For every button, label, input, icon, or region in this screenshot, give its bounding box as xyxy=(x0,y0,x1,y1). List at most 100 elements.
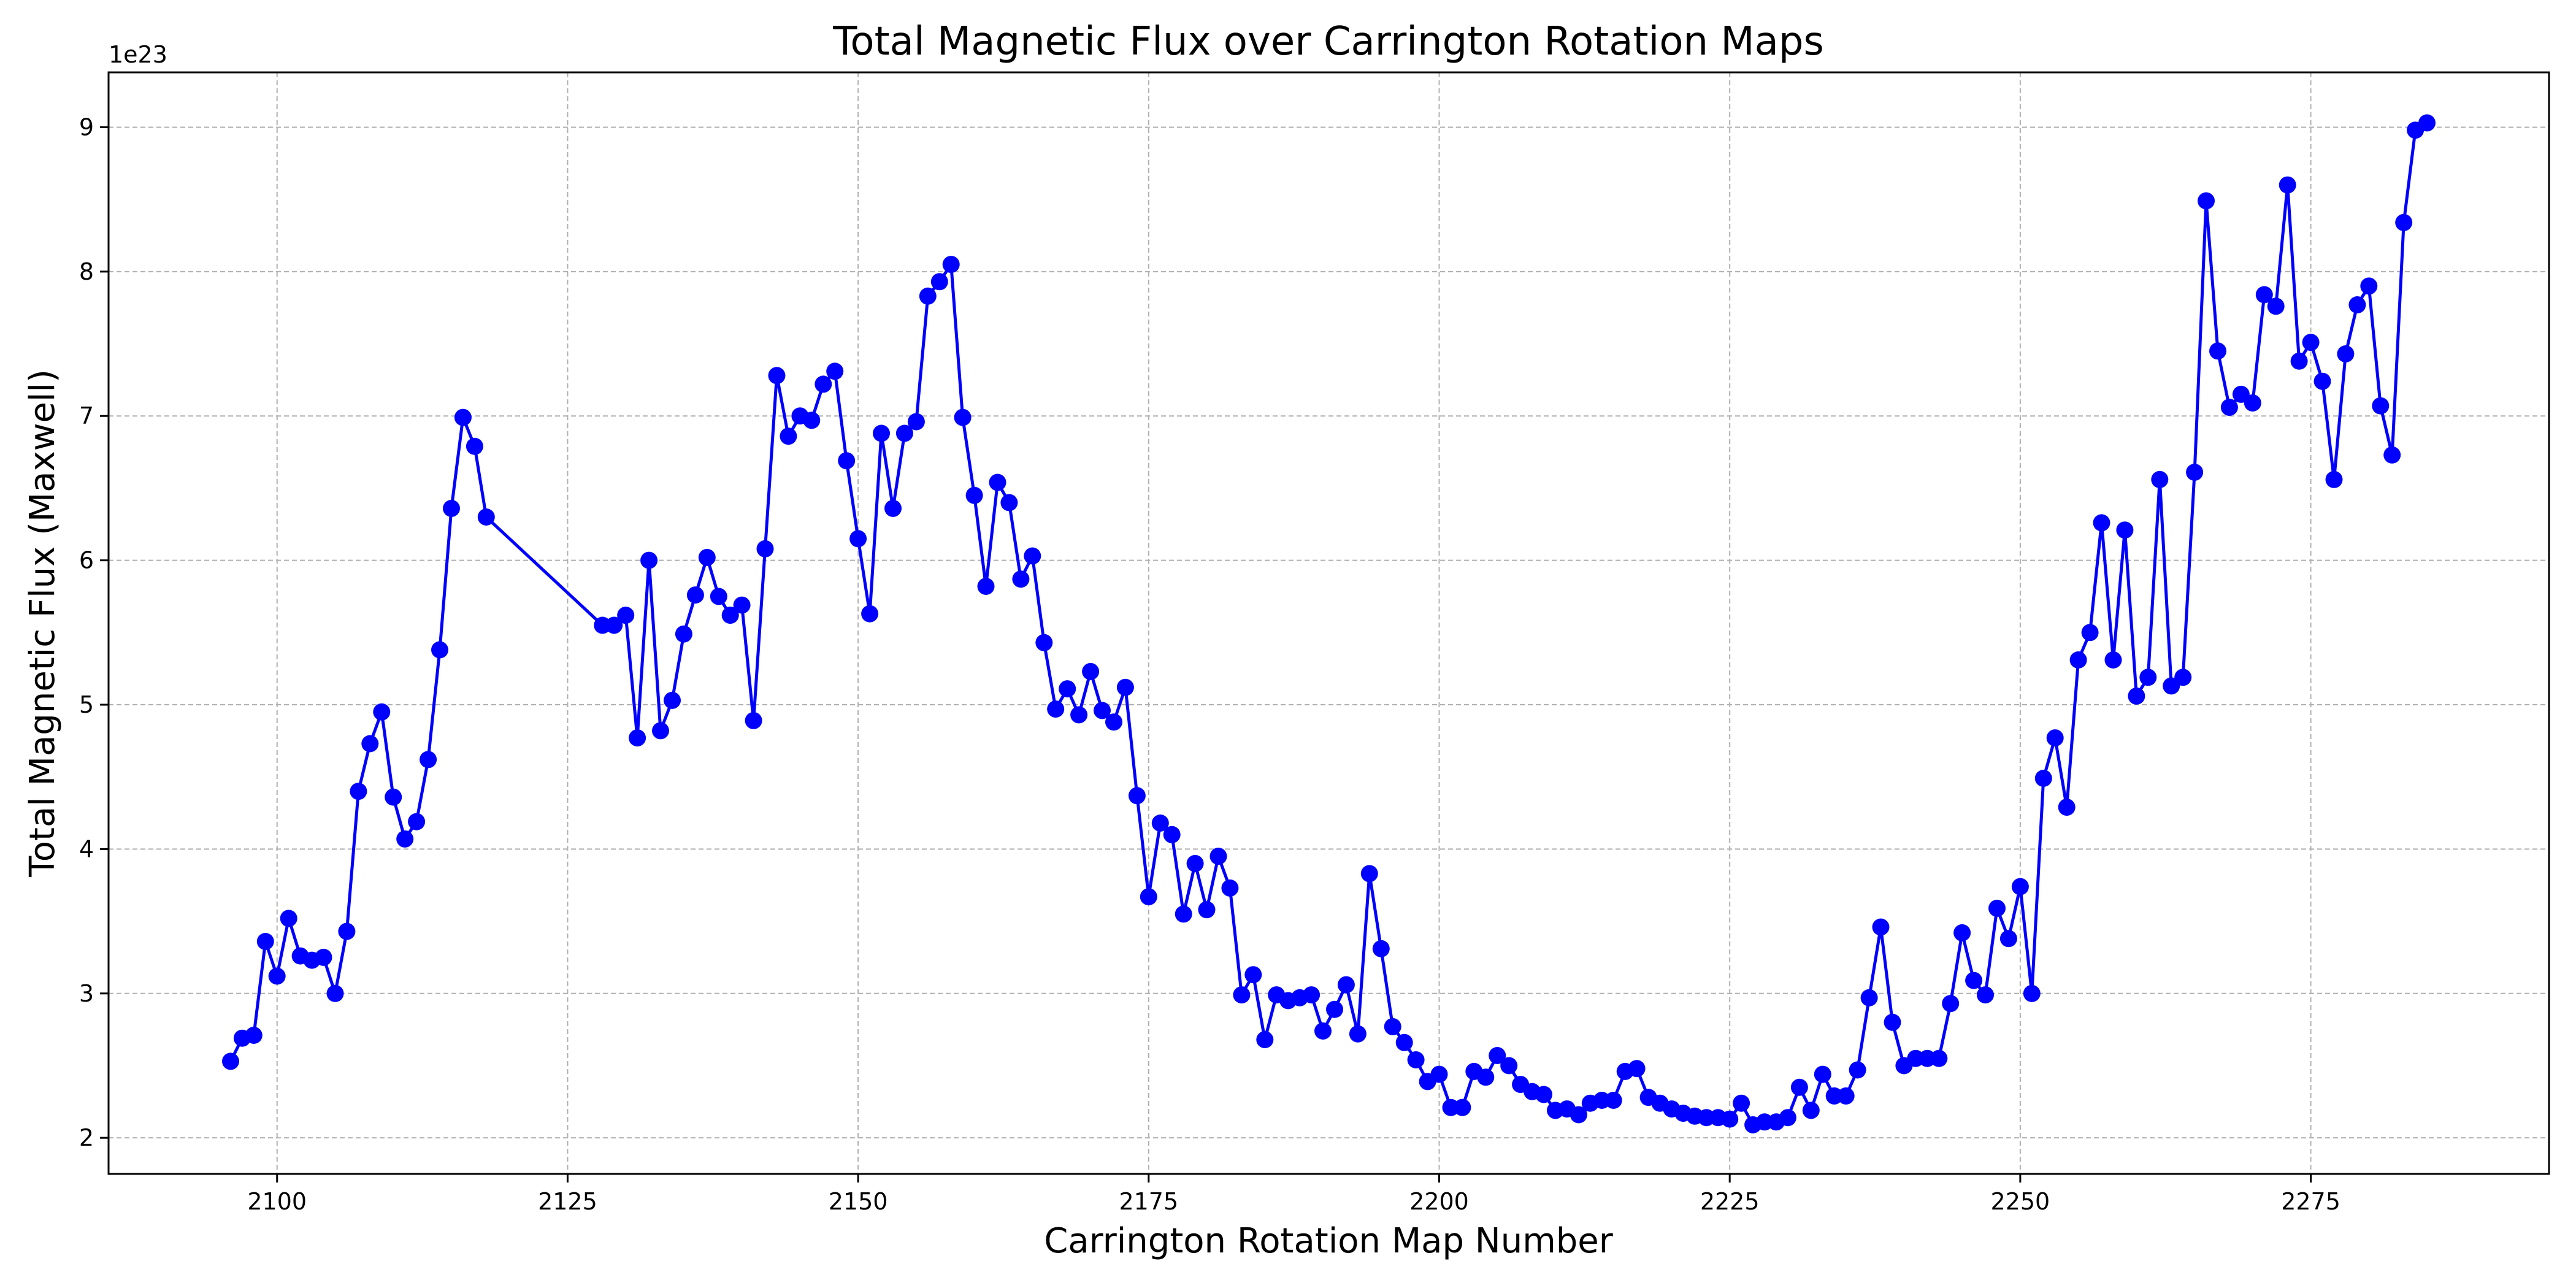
data-point xyxy=(1105,713,1122,731)
series-flux xyxy=(222,114,2436,1133)
data-point xyxy=(1384,1018,1401,1035)
data-point xyxy=(1198,901,1216,919)
data-point xyxy=(2139,669,2157,686)
data-point xyxy=(884,499,902,517)
data-point xyxy=(1047,700,1065,718)
x-tick-label: 2150 xyxy=(829,1188,888,1215)
data-point xyxy=(1872,918,1890,936)
data-point xyxy=(1094,702,1111,719)
x-tick-label: 2225 xyxy=(1700,1188,1760,1215)
data-point xyxy=(466,437,483,455)
data-point xyxy=(930,273,948,291)
data-point xyxy=(256,933,274,950)
data-point xyxy=(268,967,286,985)
data-point xyxy=(873,424,890,442)
data-point xyxy=(1012,570,1030,588)
data-point xyxy=(1360,865,1378,883)
data-point xyxy=(1721,1110,1739,1128)
data-point xyxy=(1000,494,1018,512)
data-point xyxy=(315,948,332,966)
data-point xyxy=(1151,815,1169,832)
data-point xyxy=(2198,192,2215,210)
data-point xyxy=(1604,1092,1622,1109)
data-point xyxy=(1337,976,1355,994)
data-point xyxy=(2325,470,2343,488)
data-point xyxy=(2069,651,2087,669)
data-point xyxy=(2174,669,2192,686)
data-point xyxy=(361,735,379,753)
data-point xyxy=(1116,678,1134,696)
data-point xyxy=(1977,986,1994,1004)
data-point xyxy=(1059,680,1076,698)
y-tick-label: 8 xyxy=(79,258,94,285)
data-point xyxy=(652,722,669,740)
data-point xyxy=(1303,986,1321,1004)
data-point xyxy=(1244,966,1262,984)
data-point xyxy=(675,625,692,643)
data-point xyxy=(2023,984,2041,1002)
data-point xyxy=(477,508,495,526)
data-point xyxy=(454,408,472,426)
data-point xyxy=(1082,662,1100,680)
data-point xyxy=(2372,397,2390,415)
data-point xyxy=(1209,848,1227,865)
data-point xyxy=(2186,464,2204,481)
data-point xyxy=(1988,899,2006,917)
data-point xyxy=(431,641,448,659)
y-axis-label: Total Magnetic Flux (Maxwell) xyxy=(23,369,63,878)
y-axis-offset-label: 1e23 xyxy=(109,41,167,68)
data-point xyxy=(1570,1106,1587,1124)
data-point xyxy=(2255,286,2273,304)
data-point xyxy=(1999,930,2017,948)
data-point xyxy=(1454,1098,1471,1116)
plot-frame xyxy=(107,71,2550,1175)
data-point xyxy=(1500,1057,1518,1075)
data-point xyxy=(815,375,832,393)
data-point xyxy=(2360,277,2378,295)
data-point xyxy=(1233,986,1251,1004)
y-tick-label: 5 xyxy=(79,691,94,718)
data-point xyxy=(1326,1000,1343,1018)
data-point xyxy=(443,499,460,517)
x-tick-label: 2125 xyxy=(538,1188,597,1215)
data-point xyxy=(222,1052,239,1070)
data-point xyxy=(2128,687,2145,705)
data-point xyxy=(989,473,1006,491)
data-point xyxy=(710,588,727,605)
data-point xyxy=(1628,1060,1646,1078)
data-point xyxy=(2104,651,2122,669)
data-point xyxy=(826,362,844,380)
data-point xyxy=(1884,1013,1901,1031)
data-point xyxy=(1175,905,1192,923)
data-point xyxy=(721,607,739,624)
y-tick-label: 6 xyxy=(79,547,94,574)
data-point xyxy=(2313,372,2331,390)
data-point xyxy=(1035,634,1053,651)
data-point xyxy=(1790,1078,1808,1096)
data-point xyxy=(965,486,983,504)
data-point xyxy=(954,408,972,426)
data-point xyxy=(1837,1087,1855,1105)
data-point xyxy=(780,427,797,445)
data-point xyxy=(385,788,402,806)
data-point xyxy=(640,551,658,569)
y-tick-label: 9 xyxy=(79,113,94,140)
data-point xyxy=(396,830,414,848)
data-point xyxy=(849,530,867,548)
data-point xyxy=(1140,888,1157,906)
data-point xyxy=(733,596,751,614)
data-point xyxy=(326,984,344,1002)
data-point xyxy=(2290,352,2308,370)
data-point xyxy=(2302,334,2320,351)
data-point xyxy=(245,1027,263,1044)
data-point xyxy=(605,616,623,634)
x-tick-label: 2275 xyxy=(2281,1188,2340,1215)
data-point xyxy=(2220,399,2238,416)
data-point xyxy=(2383,446,2401,464)
data-point xyxy=(350,783,367,800)
data-point xyxy=(745,711,762,729)
chart-title: Total Magnetic Flux over Carrington Rota… xyxy=(832,19,1824,64)
data-point xyxy=(838,452,856,470)
data-point xyxy=(338,922,356,940)
data-point xyxy=(1221,879,1239,897)
